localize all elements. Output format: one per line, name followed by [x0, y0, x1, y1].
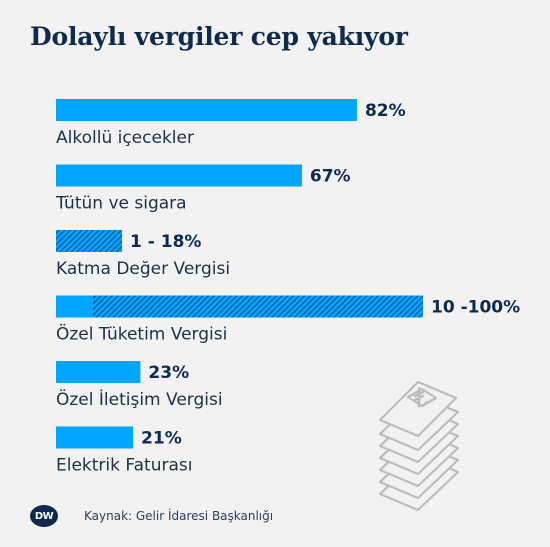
category-label: Elektrik Faturası	[56, 456, 192, 476]
value-label: 67%	[310, 167, 351, 187]
footer: DW Kaynak: Gelir İdaresi Başkanlığı	[30, 504, 273, 528]
category-label: Özel Tüketim Vergisi	[56, 323, 227, 345]
category-label: Katma Değer Vergisi	[56, 259, 230, 279]
category-label: Özel İletişim Vergisi	[56, 388, 223, 410]
bar-5	[56, 361, 141, 383]
value-label: 82%	[365, 101, 406, 121]
bar-4-solid	[56, 295, 93, 318]
value-label: 23%	[148, 363, 189, 383]
banknote-stack-illustration	[378, 380, 460, 512]
bar-3-range	[56, 230, 123, 252]
value-label: 1 - 18%	[130, 232, 201, 252]
chart-title: Dolaylı vergiler cep yakıyor	[30, 22, 408, 51]
bar-1	[56, 99, 357, 121]
source-note: Kaynak: Gelir İdaresi Başkanlığı	[84, 509, 274, 523]
bar-6	[56, 426, 134, 449]
category-label: Tütün ve sigara	[55, 194, 187, 214]
category-label: Alkollü içecekler	[56, 128, 194, 148]
bar-chart: 82% Alkollü içecekler 67% Tütün ve sigara 1 …	[55, 99, 520, 476]
dw-logo: DW	[30, 505, 58, 527]
bar-2	[56, 164, 302, 187]
value-label: 21%	[141, 429, 182, 449]
bar-4-range	[92, 295, 423, 318]
value-label: 10 -100%	[431, 298, 520, 318]
